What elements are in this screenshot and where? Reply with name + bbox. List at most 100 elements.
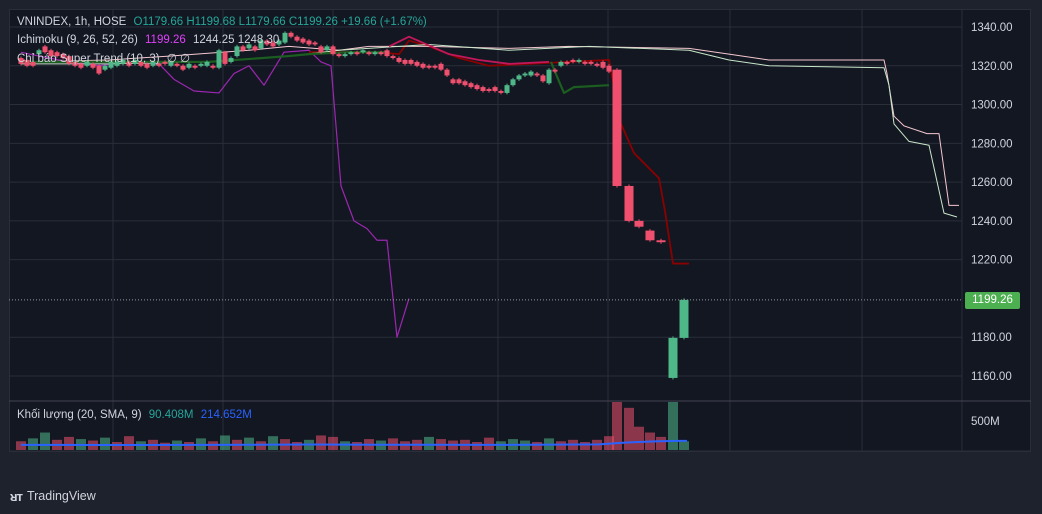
brand-name[interactable]: TradingView [26, 489, 96, 503]
candle-body [402, 59, 408, 64]
candle-body [384, 50, 390, 57]
volume-bar [656, 436, 666, 450]
candle-body [228, 58, 234, 62]
candle-body [600, 61, 606, 68]
candle-body [534, 73, 540, 76]
candle-body [168, 61, 174, 66]
candle-body [192, 65, 198, 68]
candle-body [390, 56, 396, 59]
candle-body [90, 63, 96, 68]
candle-body [498, 90, 504, 93]
candle-body [360, 50, 366, 53]
candle-body [486, 89, 492, 91]
volume-value-1: 90.408M [148, 409, 194, 421]
volume-bar [580, 442, 590, 450]
volume-bar [100, 437, 110, 450]
volume-bar [634, 426, 644, 450]
candle-body [330, 46, 336, 55]
ichimoku-value-2: 1244.25 1248.30 [192, 34, 280, 46]
candle-body [656, 240, 666, 243]
candle-body [324, 46, 330, 51]
candle-body [432, 65, 438, 68]
legend-volume[interactable]: Khối lượng (20, SMA, 9) 90.408M 214.652M [17, 409, 256, 421]
candle-body [174, 63, 180, 66]
candle-body [624, 185, 634, 221]
candle-body [138, 61, 144, 66]
candle-body [84, 61, 90, 66]
candle-body [679, 299, 689, 338]
candle-body [462, 81, 468, 86]
candle-body [582, 61, 588, 64]
candle-body [336, 54, 342, 57]
ichimoku-value-1: 1199.26 [145, 34, 186, 46]
candle-body [54, 52, 60, 57]
candle-body [186, 63, 192, 68]
candle-body [634, 220, 644, 227]
candle-body [78, 63, 84, 68]
candle-body [132, 59, 138, 64]
candle-body [294, 36, 300, 41]
candle-body [24, 59, 30, 66]
candle-body [234, 46, 240, 57]
volume-bar [124, 436, 134, 450]
price-tick-label: 1280.00 [971, 138, 1013, 150]
volume-bar [484, 437, 494, 450]
candle-body [246, 44, 252, 49]
candle-body [366, 52, 372, 55]
price-tick-label: 1300.00 [971, 100, 1013, 112]
volume-bar [352, 442, 362, 450]
symbol-label[interactable]: VNINDEX, 1h, HOSE [17, 16, 127, 28]
tradingview-logo-icon[interactable]: ᴚᴛ [10, 488, 23, 504]
candle-body [420, 63, 426, 68]
volume-bar [40, 432, 50, 450]
candle-body [612, 69, 622, 186]
candle-body [552, 69, 558, 72]
candle-body [456, 79, 462, 84]
candle-body [48, 50, 54, 57]
price-tick-label: 1240.00 [971, 216, 1013, 228]
candle-body [144, 63, 150, 68]
candle-body [300, 38, 306, 43]
price-tick-label: 1180.00 [971, 332, 1012, 344]
price-tick-label: 1320.00 [971, 61, 1013, 73]
candle-body [108, 61, 114, 68]
volume-bar [292, 442, 302, 450]
volume-label: Khối lượng (20, SMA, 9) [17, 409, 142, 421]
candle-body [42, 46, 48, 53]
last-price-tag: 1199.26 [965, 292, 1020, 309]
candle-body [72, 61, 78, 66]
candle-body [594, 63, 600, 66]
candle-body [282, 32, 288, 43]
candle-body [120, 59, 126, 64]
volume-bar [556, 441, 566, 450]
candle-body [150, 61, 156, 66]
indicator-line-tenkan [309, 39, 689, 265]
candle-body [354, 52, 360, 55]
candle-body [645, 230, 655, 241]
price-tick-label: 1340.00 [971, 22, 1013, 34]
candle-body [558, 61, 564, 66]
legend-ichimoku[interactable]: Ichimoku (9, 26, 52, 26) 1199.26 1244.25… [17, 34, 283, 46]
candle-body [474, 85, 480, 90]
candle-body [96, 65, 102, 74]
volume-bar [160, 442, 170, 450]
candle-body [222, 52, 228, 64]
price-chart[interactable]: 1340.00 1320.00 1300.00 1280.00 1260.00 1240.… [9, 9, 1031, 452]
volume-bar [532, 442, 542, 450]
legend-supertrend[interactable]: Chỉ báo Super Trend (10, 3) ∅ ∅ [17, 51, 194, 65]
candle-body [516, 75, 522, 80]
candle-body [438, 63, 444, 70]
candle-body [102, 65, 108, 70]
volume-bar [316, 435, 326, 450]
volume-bar [624, 407, 634, 450]
chart-grid [9, 9, 962, 451]
candle-body [216, 50, 222, 68]
candle-body [522, 73, 528, 76]
candle-body [378, 52, 384, 55]
candle-body [276, 40, 282, 45]
candle-body [258, 40, 264, 49]
volume-sma-line [20, 439, 687, 447]
candle-body [66, 56, 72, 64]
candle-body [162, 61, 168, 64]
candle-body [668, 337, 678, 378]
